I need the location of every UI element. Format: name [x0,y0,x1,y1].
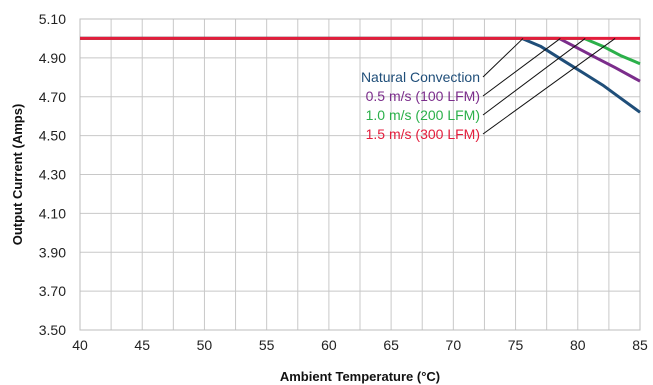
y-tick-labels: 3.50 3.70 3.90 4.10 4.30 4.50 4.70 4.90 5.10 [39,11,66,338]
y-tick-label: 4.30 [39,167,66,183]
y-tick-label: 4.70 [39,89,66,105]
x-tick-label: 85 [632,337,648,353]
x-tick-label: 45 [134,337,150,353]
legend-leader-lines [482,38,616,135]
y-tick-label: 4.90 [39,50,66,66]
legend-entry-0: Natural Convection [361,69,480,85]
x-tick-label: 70 [446,337,462,353]
series-lines [80,36,641,114]
leader-line-3 [482,38,616,135]
y-axis-title: Output Current (Amps) [10,104,25,246]
y-tick-label: 3.70 [39,283,66,299]
legend-entry-2: 1.0 m/s (200 LFM) [366,107,480,123]
x-tick-label: 80 [570,337,586,353]
leader-line-1 [482,38,561,97]
x-tick-label: 60 [321,337,337,353]
leader-line-0 [482,38,524,78]
y-tick-label: 3.90 [39,244,66,260]
y-tick-label: 4.10 [39,205,66,221]
y-tick-label: 5.10 [39,11,66,27]
x-tick-label: 50 [197,337,213,353]
y-tick-label: 4.50 [39,128,66,144]
x-tick-labels: 40 45 50 55 60 65 70 75 80 85 [72,337,648,353]
legend: Natural Convection 0.5 m/s (100 LFM) 1.0 m… [361,69,480,142]
x-tick-label: 75 [508,337,524,353]
plot-frame [79,18,641,331]
legend-entry-1: 0.5 m/s (100 LFM) [366,88,480,104]
y-tick-label: 3.50 [39,322,66,338]
x-tick-label: 55 [259,337,275,353]
x-axis-title: Ambient Temperature (°C) [280,369,440,384]
legend-entry-3: 1.5 m/s (300 LFM) [366,126,480,142]
x-tick-label: 40 [72,337,88,353]
leader-line-2 [482,38,586,116]
grid [79,18,641,331]
x-tick-label: 65 [383,337,399,353]
